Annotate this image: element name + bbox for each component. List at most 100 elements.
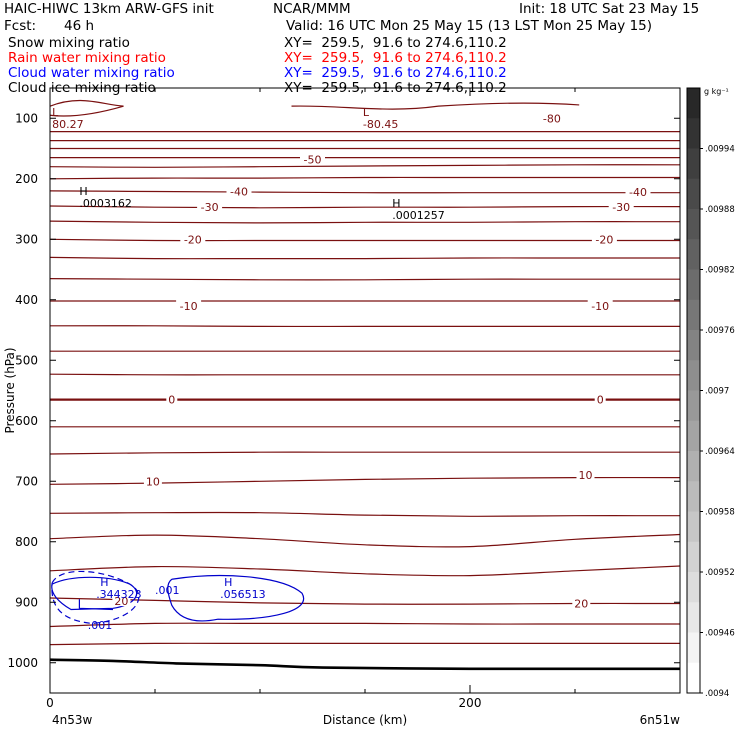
contour-label-bg-0 — [300, 152, 325, 165]
forecast-label: Fcst: — [4, 18, 37, 34]
temperature-contour-8 — [49, 220, 681, 224]
temperature-contour-9 — [49, 238, 680, 242]
y-tick-label-6: 700 — [15, 474, 38, 488]
contour-label-bg-12 — [576, 468, 595, 481]
colorbar-label-2: .00982 — [705, 266, 735, 276]
colorbar-level-16 — [687, 572, 700, 603]
y-tick-label-4: 500 — [15, 353, 38, 367]
cloud-water-contour-right — [167, 575, 305, 622]
extremum-type-3: H — [392, 197, 400, 210]
terrain-line — [49, 658, 680, 671]
colorbar-level-4 — [687, 209, 700, 240]
temperature-label-15: -80 — [543, 112, 561, 125]
colorbar-level-13 — [687, 481, 700, 512]
colorbar-level-18 — [687, 632, 700, 664]
valid-time: Valid: 16 UTC Mon 25 May 15 (13 LST Mon … — [286, 18, 653, 34]
contour-label-bg-1 — [226, 184, 252, 197]
contour-label-bg-4 — [608, 200, 634, 213]
temperature-contour-4 — [49, 164, 681, 168]
temperature-contour-15 — [49, 373, 680, 376]
temperature-label-5: -20 — [184, 233, 202, 246]
colorbar-label-8: .00946 — [705, 629, 735, 639]
temperature-label-14: 20 — [574, 597, 588, 610]
temperature-contour-21 — [49, 533, 681, 548]
temperature-label-0: -50 — [304, 153, 322, 166]
colorbar-level-1 — [687, 118, 700, 149]
field-name-cloud-water: Cloud water mixing ratio — [8, 65, 175, 81]
extremum-type-1: L — [363, 106, 370, 119]
y-tick-label-0: 100 — [15, 111, 38, 125]
contour-label-bg-6 — [591, 232, 617, 245]
colorbar-label-5: .00964 — [705, 447, 735, 457]
temperature-contour-13 — [49, 325, 680, 328]
colorbar-level-2 — [687, 148, 700, 180]
temperature-contour-5 — [49, 176, 680, 180]
contour-label-bg-15 — [539, 111, 565, 124]
contour-label-bg-14 — [572, 596, 591, 609]
colorbar-label-9: .0094 — [705, 689, 729, 699]
extremum-value-1: -80.45 — [363, 118, 398, 131]
extremum-value-2: .0003162 — [79, 197, 131, 210]
y-tick-label-7: 800 — [15, 535, 38, 549]
temperature-label-2: -40 — [629, 186, 647, 199]
colorbar-level-14 — [687, 511, 700, 543]
colorbar-level-19 — [687, 662, 700, 694]
org-label: NCAR/MMM — [273, 1, 351, 17]
colorbar-label-1: .00988 — [705, 205, 735, 215]
contour-label-bg-10 — [594, 392, 606, 405]
temperature-label-10: 0 — [597, 394, 604, 407]
extremum-type-2: H — [79, 185, 87, 198]
temperature-label-1: -40 — [230, 185, 248, 198]
x-tick-label-1: 200 — [459, 696, 482, 710]
colorbar-label-7: .00952 — [705, 568, 735, 578]
field-xy-cloud-water: XY= 259.5, 91.6 to 274.6,110.2 — [284, 65, 507, 81]
cloud-water-extremum-value-0: .344323 — [96, 588, 142, 601]
temperature-label-13: 20 — [114, 595, 128, 608]
colorbar-label-3: .00976 — [705, 326, 735, 336]
colorbar-level-15 — [687, 541, 700, 573]
colorbar-level-5 — [687, 239, 700, 270]
contour-label-bg-11 — [143, 474, 162, 487]
forecast-hours: 46 h — [64, 18, 95, 34]
cloud-water-extremum-type-0: H — [100, 576, 108, 589]
x-axis-label: Distance (km) — [323, 713, 407, 727]
extremum-type-0: L — [52, 106, 59, 119]
cloud-water-contour-inner — [78, 599, 114, 611]
temperature-contour-80-left — [49, 99, 124, 117]
temperature-label-9: 0 — [168, 394, 175, 407]
x-endpoint-right: 6n51w — [640, 713, 681, 727]
contour-label-bg-13 — [112, 594, 131, 607]
contour-label-bg-2 — [625, 185, 651, 198]
colorbar-level-11 — [687, 420, 700, 452]
field-name-rain: Rain water mixing ratio — [8, 50, 166, 66]
x-endpoint-left: 4n53w — [52, 713, 93, 727]
colorbar-unit: g kg⁻¹ — [704, 87, 729, 96]
colorbar-level-7 — [687, 299, 700, 331]
cloud-water-label-3: .001 — [88, 619, 113, 632]
temperature-label-12: 10 — [579, 469, 593, 482]
cloud-water-contour-outer — [51, 570, 140, 625]
contour-label-bg-3 — [197, 200, 223, 213]
colorbar-level-17 — [687, 602, 700, 633]
y-tick-label-1: 200 — [15, 172, 38, 186]
colorbar-level-9 — [687, 360, 700, 391]
field-name-snow: Snow mixing ratio — [8, 35, 130, 51]
temperature-label-8: -10 — [591, 300, 609, 313]
y-tick-label-9: 1000 — [7, 656, 38, 670]
temperature-contour-18 — [49, 451, 680, 455]
extremum-value-3: .0001257 — [392, 209, 445, 222]
field-xy-snow: XY= 259.5, 91.6 to 274.6,110.2 — [284, 35, 507, 51]
contour-label-bg-5 — [180, 232, 206, 245]
temperature-label-6: -20 — [595, 233, 613, 246]
colorbar-label-6: .00958 — [705, 508, 735, 518]
temperature-contour-25 — [49, 642, 680, 646]
temperature-contour-24 — [49, 622, 680, 628]
y-tick-label-2: 300 — [15, 232, 38, 246]
cloud-water-extremum-type-1: H — [224, 576, 232, 589]
colorbar-label-0: .00994 — [705, 145, 735, 155]
colorbar-level-3 — [687, 178, 700, 210]
colorbar-level-10 — [687, 390, 700, 422]
y-axis-label: Pressure (hPa) — [3, 347, 17, 433]
cloud-water-label-2: .001 — [155, 584, 180, 597]
